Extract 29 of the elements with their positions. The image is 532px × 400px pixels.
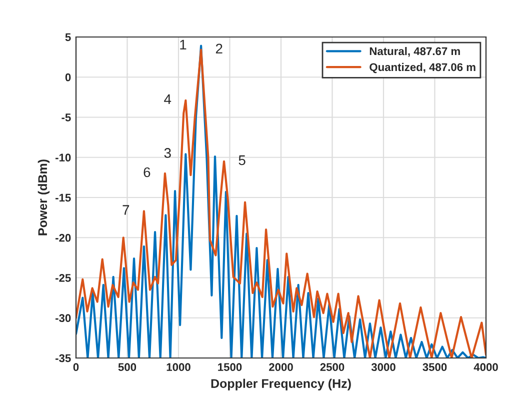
x-tick-label: 3000 bbox=[371, 363, 396, 372]
y-tick-label: 5 bbox=[65, 33, 71, 42]
x-tick-label: 1000 bbox=[166, 363, 190, 372]
annotation: 6 bbox=[144, 167, 150, 178]
y-axis-title: Power (dBm) bbox=[38, 160, 50, 236]
y-tick-label: -25 bbox=[56, 274, 71, 282]
x-tick-label: 2500 bbox=[320, 363, 344, 372]
y-tick-label: -5 bbox=[62, 114, 71, 122]
x-tick-label: 0 bbox=[73, 363, 79, 372]
y-tick-label: -30 bbox=[56, 314, 71, 322]
x-tick-label: 3500 bbox=[422, 363, 447, 372]
x-tick-label: 500 bbox=[118, 363, 136, 372]
y-tick-label: 0 bbox=[65, 73, 71, 82]
y-tick-label: -15 bbox=[56, 194, 71, 202]
x-axis-title: Doppler Frequency (Hz) bbox=[211, 378, 351, 390]
y-tick-label: -20 bbox=[56, 234, 71, 242]
legend-label: Natural, 487.67 m bbox=[370, 47, 460, 57]
annotation: 4 bbox=[164, 94, 172, 104]
y-tick-label: -35 bbox=[56, 354, 71, 362]
x-tick-label: 4000 bbox=[474, 363, 498, 372]
annotation: 1 bbox=[180, 40, 186, 50]
x-tick-label: 1500 bbox=[218, 363, 242, 372]
legend-label: Quantized, 487.06 m bbox=[370, 62, 476, 74]
x-tick-label: 2000 bbox=[269, 363, 293, 372]
annotation: 7 bbox=[122, 205, 130, 215]
annotation: 3 bbox=[164, 148, 171, 158]
annotation: 5 bbox=[238, 155, 246, 166]
annotation: 2 bbox=[216, 44, 222, 54]
y-tick-label: -10 bbox=[56, 154, 71, 162]
